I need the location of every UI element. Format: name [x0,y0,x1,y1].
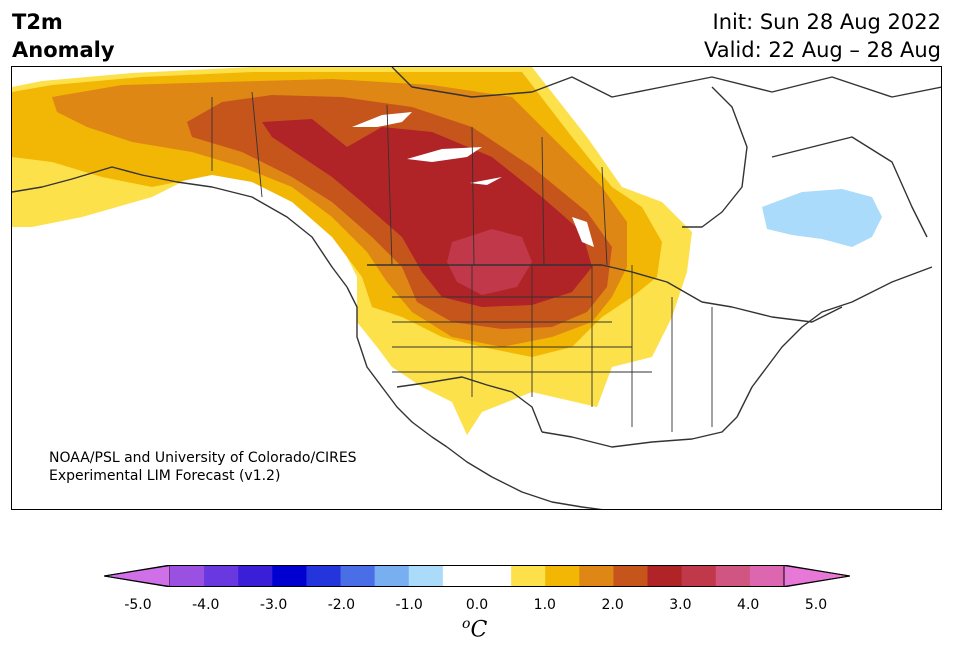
colorbar-segment [579,565,614,587]
colorbar-tick-label: 4.0 [737,597,760,613]
map-title: T2m Anomaly [12,8,115,64]
lake-athabasca [470,177,502,185]
title-anomaly: Anomaly [12,38,115,62]
anomaly-region-negative [762,189,882,247]
gulf-coast [541,416,738,448]
hudson-bay [682,86,748,228]
colorbar-segment [442,565,478,587]
credit-line-1: NOAA/PSL and University of Colorado/CIRE… [49,450,357,466]
mexico-coast [446,446,603,509]
credit-line-2: Experimental LIM Forecast (v1.2) [49,468,281,484]
credit-text: NOAA/PSL and University of Colorado/CIRE… [49,449,357,485]
colorbar-tick-label: 0.0 [465,597,489,613]
colorbar-tick-label: -1.0 [395,597,423,613]
colorbar-segment [374,565,410,587]
great-slave-lake [407,147,482,162]
init-date: Init: Sun 28 Aug 2022 [712,10,941,34]
units-superscript: o [462,616,471,632]
colorbar-tick-label: 3.0 [669,597,692,613]
anomaly-map [12,67,941,509]
colorbar-tick-label: 2.0 [601,597,624,613]
colorbar-segment [238,565,273,587]
colorbar-segment [715,565,751,587]
colorbar-tick-label: -2.0 [327,597,356,613]
labrador-coast [771,136,928,238]
valid-range: Valid: 22 Aug – 28 Aug [703,38,941,62]
colorbar-segment [749,565,785,587]
alaska-coast [12,166,348,288]
lake-winnipeg [572,217,594,247]
great-bear-lake [352,112,412,127]
anomaly-region-3.0 [447,229,532,295]
colorbar-extend-high [783,565,850,587]
colorbar-segment [647,565,683,587]
colorbar-segment [477,565,512,587]
colorbar-segment [204,565,239,587]
title-variable: T2m [12,10,63,34]
map-panel [11,66,942,510]
units-label: oC [462,616,487,642]
colorbar-segment [681,565,717,587]
colorbar [104,565,850,587]
colorbar-tick-label: 1.0 [533,597,556,613]
colorbar-segment [340,565,376,587]
borders-layer [12,67,941,509]
colorbar-segment [272,565,307,587]
colorbar-tick-label: -4.0 [192,597,220,613]
colorbar-segment [170,565,205,587]
date-info: Init: Sun 28 Aug 2022 Valid: 22 Aug – 28… [704,8,941,64]
colorbar-outline [104,565,850,587]
units-base: C [470,617,488,643]
colorbar-segment [306,565,342,587]
colorbar-segment [511,565,546,587]
colorbar-segment [613,565,649,587]
colorbar-tick-label: 5.0 [804,597,828,613]
us-canada-border [367,264,843,323]
us-state-lines [392,265,713,432]
canada-province-lines [211,91,608,266]
colorbar-tick-label: -5.0 [124,597,152,613]
colorbar-segment [545,565,580,587]
us-mexico-border [396,376,543,433]
colorbar-extend-low [104,565,171,587]
colorbar-tick-label: -3.0 [259,597,288,613]
east-coast [736,266,933,418]
arctic-islands [391,67,941,98]
colorbar-segment [408,565,444,587]
west-coast [346,286,448,448]
